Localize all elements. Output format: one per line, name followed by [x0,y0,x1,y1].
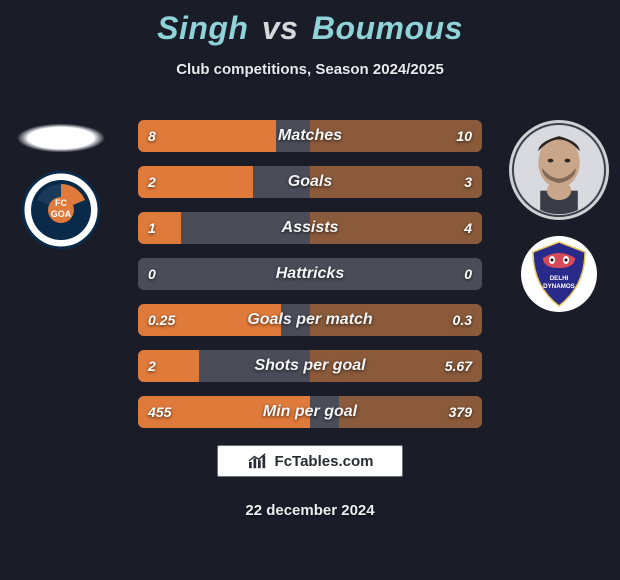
right-column: DELHI DYNAMOS [504,120,614,314]
footer-date: 22 december 2024 [0,502,620,519]
stat-fill-right [310,350,482,382]
svg-text:FC: FC [55,198,67,208]
fc-goa-icon: FC GOA [21,170,101,250]
content-root: Singh vs Boumous Club competitions, Seas… [0,0,620,580]
svg-text:DYNAMOS: DYNAMOS [543,283,575,290]
svg-text:DELHI: DELHI [550,275,569,282]
player1-avatar [7,120,115,156]
stat-fill-left [138,212,181,244]
delhi-dynamos-icon: DELHI DYNAMOS [519,234,599,314]
brand-text: FcTables.com [275,453,374,470]
title-vs: vs [262,10,299,46]
stat-row: 23Goals [138,166,482,198]
brand-badge[interactable]: FcTables.com [217,445,403,477]
stat-fill-left [138,304,281,336]
club2-badge: DELHI DYNAMOS [519,234,599,314]
stat-row: 00Hattricks [138,258,482,290]
stat-row: 455379Min per goal [138,396,482,428]
stats-container: 810Matches 23Goals 14Assists 00Hattricks 0.2… [138,120,482,442]
stat-fill-right [310,304,482,336]
fctables-icon [247,452,269,470]
title-player2: Boumous [312,10,463,46]
subtitle: Club competitions, Season 2024/2025 [0,61,620,78]
stat-fill-right [310,166,482,198]
stat-row: 0.250.3Goals per match [138,304,482,336]
page-title: Singh vs Boumous [0,10,620,47]
svg-text:GOA: GOA [51,209,72,219]
stat-row: 25.67Shots per goal [138,350,482,382]
left-column: FC GOA [6,120,116,250]
club1-badge: FC GOA [21,170,101,250]
stat-fill-left [138,350,199,382]
stat-track [138,258,482,290]
player2-avatar [509,120,609,220]
stat-row: 810Matches [138,120,482,152]
stat-fill-right [310,212,482,244]
stat-fill-right [310,120,482,152]
stat-fill-right [339,396,482,428]
title-player1: Singh [157,10,248,46]
stat-fill-left [138,166,253,198]
stat-fill-left [138,396,310,428]
stat-fill-left [138,120,276,152]
stat-row: 14Assists [138,212,482,244]
